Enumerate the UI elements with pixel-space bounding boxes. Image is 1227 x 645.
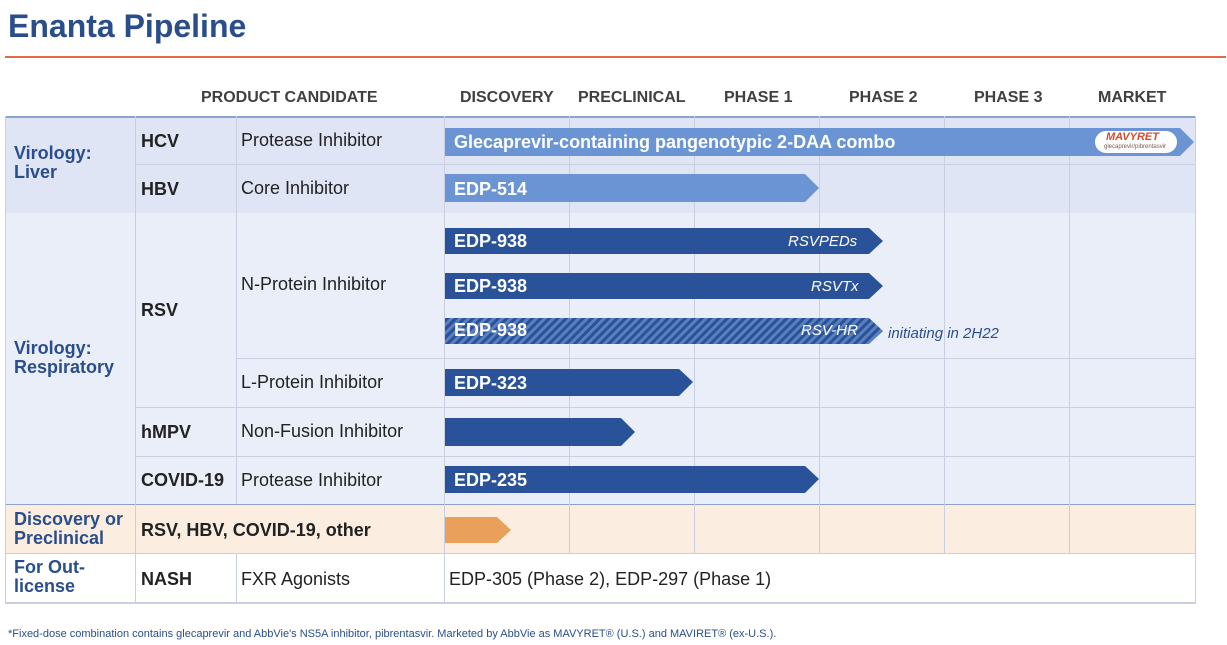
bar-rsv-tx <box>445 273 883 299</box>
bar-hcv <box>445 128 1194 156</box>
header-discovery: DISCOVERY <box>460 89 554 106</box>
discovery-targets: RSV, HBV, COVID-19, other <box>141 520 371 540</box>
mechanism-rsv-l: L-Protein Inhibitor <box>241 372 384 392</box>
page-title: Enanta Pipeline <box>8 8 247 44</box>
header-market: MARKET <box>1098 89 1167 106</box>
header-preclinical: PRECLINICAL <box>578 89 686 106</box>
mechanism-hbv: Core Inhibitor <box>241 178 350 198</box>
bar-hmpv <box>445 418 635 446</box>
bar-label-rsv-l: EDP-323 <box>454 373 528 393</box>
header-phase-2: PHASE 2 <box>849 89 918 106</box>
mechanism-hmpv: Non-Fusion Inhibitor <box>241 421 404 441</box>
nash-status: EDP-305 (Phase 2), EDP-297 (Phase 1) <box>449 569 772 589</box>
target-nash: NASH <box>141 569 193 589</box>
header-phase-1: PHASE 1 <box>724 89 793 106</box>
mechanism-rsv-n: N-Protein Inhibitor <box>241 274 387 294</box>
header-phase-3: PHASE 3 <box>974 89 1043 106</box>
target-covid: COVID-19 <box>141 470 225 490</box>
bar-rsv-peds <box>445 228 883 254</box>
note-rsv-hr: initiating in 2H22 <box>888 325 999 342</box>
mavyret-logo-subtext: glecaprevir/pibrentasvir <box>1104 144 1167 150</box>
bar-label-rsv-tx: EDP-938 <box>454 276 528 296</box>
bar-rsv-l <box>445 369 693 396</box>
bar-label-hbv: EDP-514 <box>454 179 528 199</box>
mechanism-covid: Protease Inhibitor <box>241 470 383 490</box>
header-product-candidate: PRODUCT CANDIDATE <box>201 89 378 106</box>
bar-discovery <box>445 517 511 543</box>
bar-covid <box>445 466 819 493</box>
mechanism-hcv: Protease Inhibitor <box>241 130 383 150</box>
target-hcv: HCV <box>141 131 180 151</box>
bar-tag-rsv-hr: RSV-HR <box>801 322 858 339</box>
bar-tag-rsv-tx: RSVTx <box>811 278 859 295</box>
bar-rsv-hr <box>445 318 883 344</box>
category-discovery: Discovery or Preclinical <box>14 509 124 548</box>
target-hbv: HBV <box>141 179 180 199</box>
bar-label-hcv: Glecaprevir-containing pangenotypic 2-DA… <box>454 132 896 152</box>
title-rule <box>5 56 1226 58</box>
category-outlicense: For Out-license <box>14 557 85 596</box>
target-hmpv: hMPV <box>141 422 192 442</box>
bar-label-rsv-peds: EDP-938 <box>454 231 528 251</box>
band-outlicense <box>5 554 1196 603</box>
mechanism-nash: FXR Agonists <box>241 569 351 589</box>
bar-label-covid: EDP-235 <box>454 470 528 490</box>
category-respiratory: Virology: Respiratory <box>14 338 115 377</box>
mavyret-logo <box>1095 131 1177 153</box>
bar-label-rsv-hr: EDP-938 <box>454 320 528 340</box>
target-rsv: RSV <box>141 300 179 320</box>
mavyret-logo-text: MAVYRET <box>1106 131 1159 143</box>
bar-hbv <box>445 174 819 202</box>
footnote: *Fixed-dose combination contains glecapr… <box>8 628 777 640</box>
bar-tag-rsv-peds: RSVPEDs <box>788 233 858 250</box>
category-liver: Virology: Liver <box>14 143 92 182</box>
band-discovery <box>5 505 1196 554</box>
